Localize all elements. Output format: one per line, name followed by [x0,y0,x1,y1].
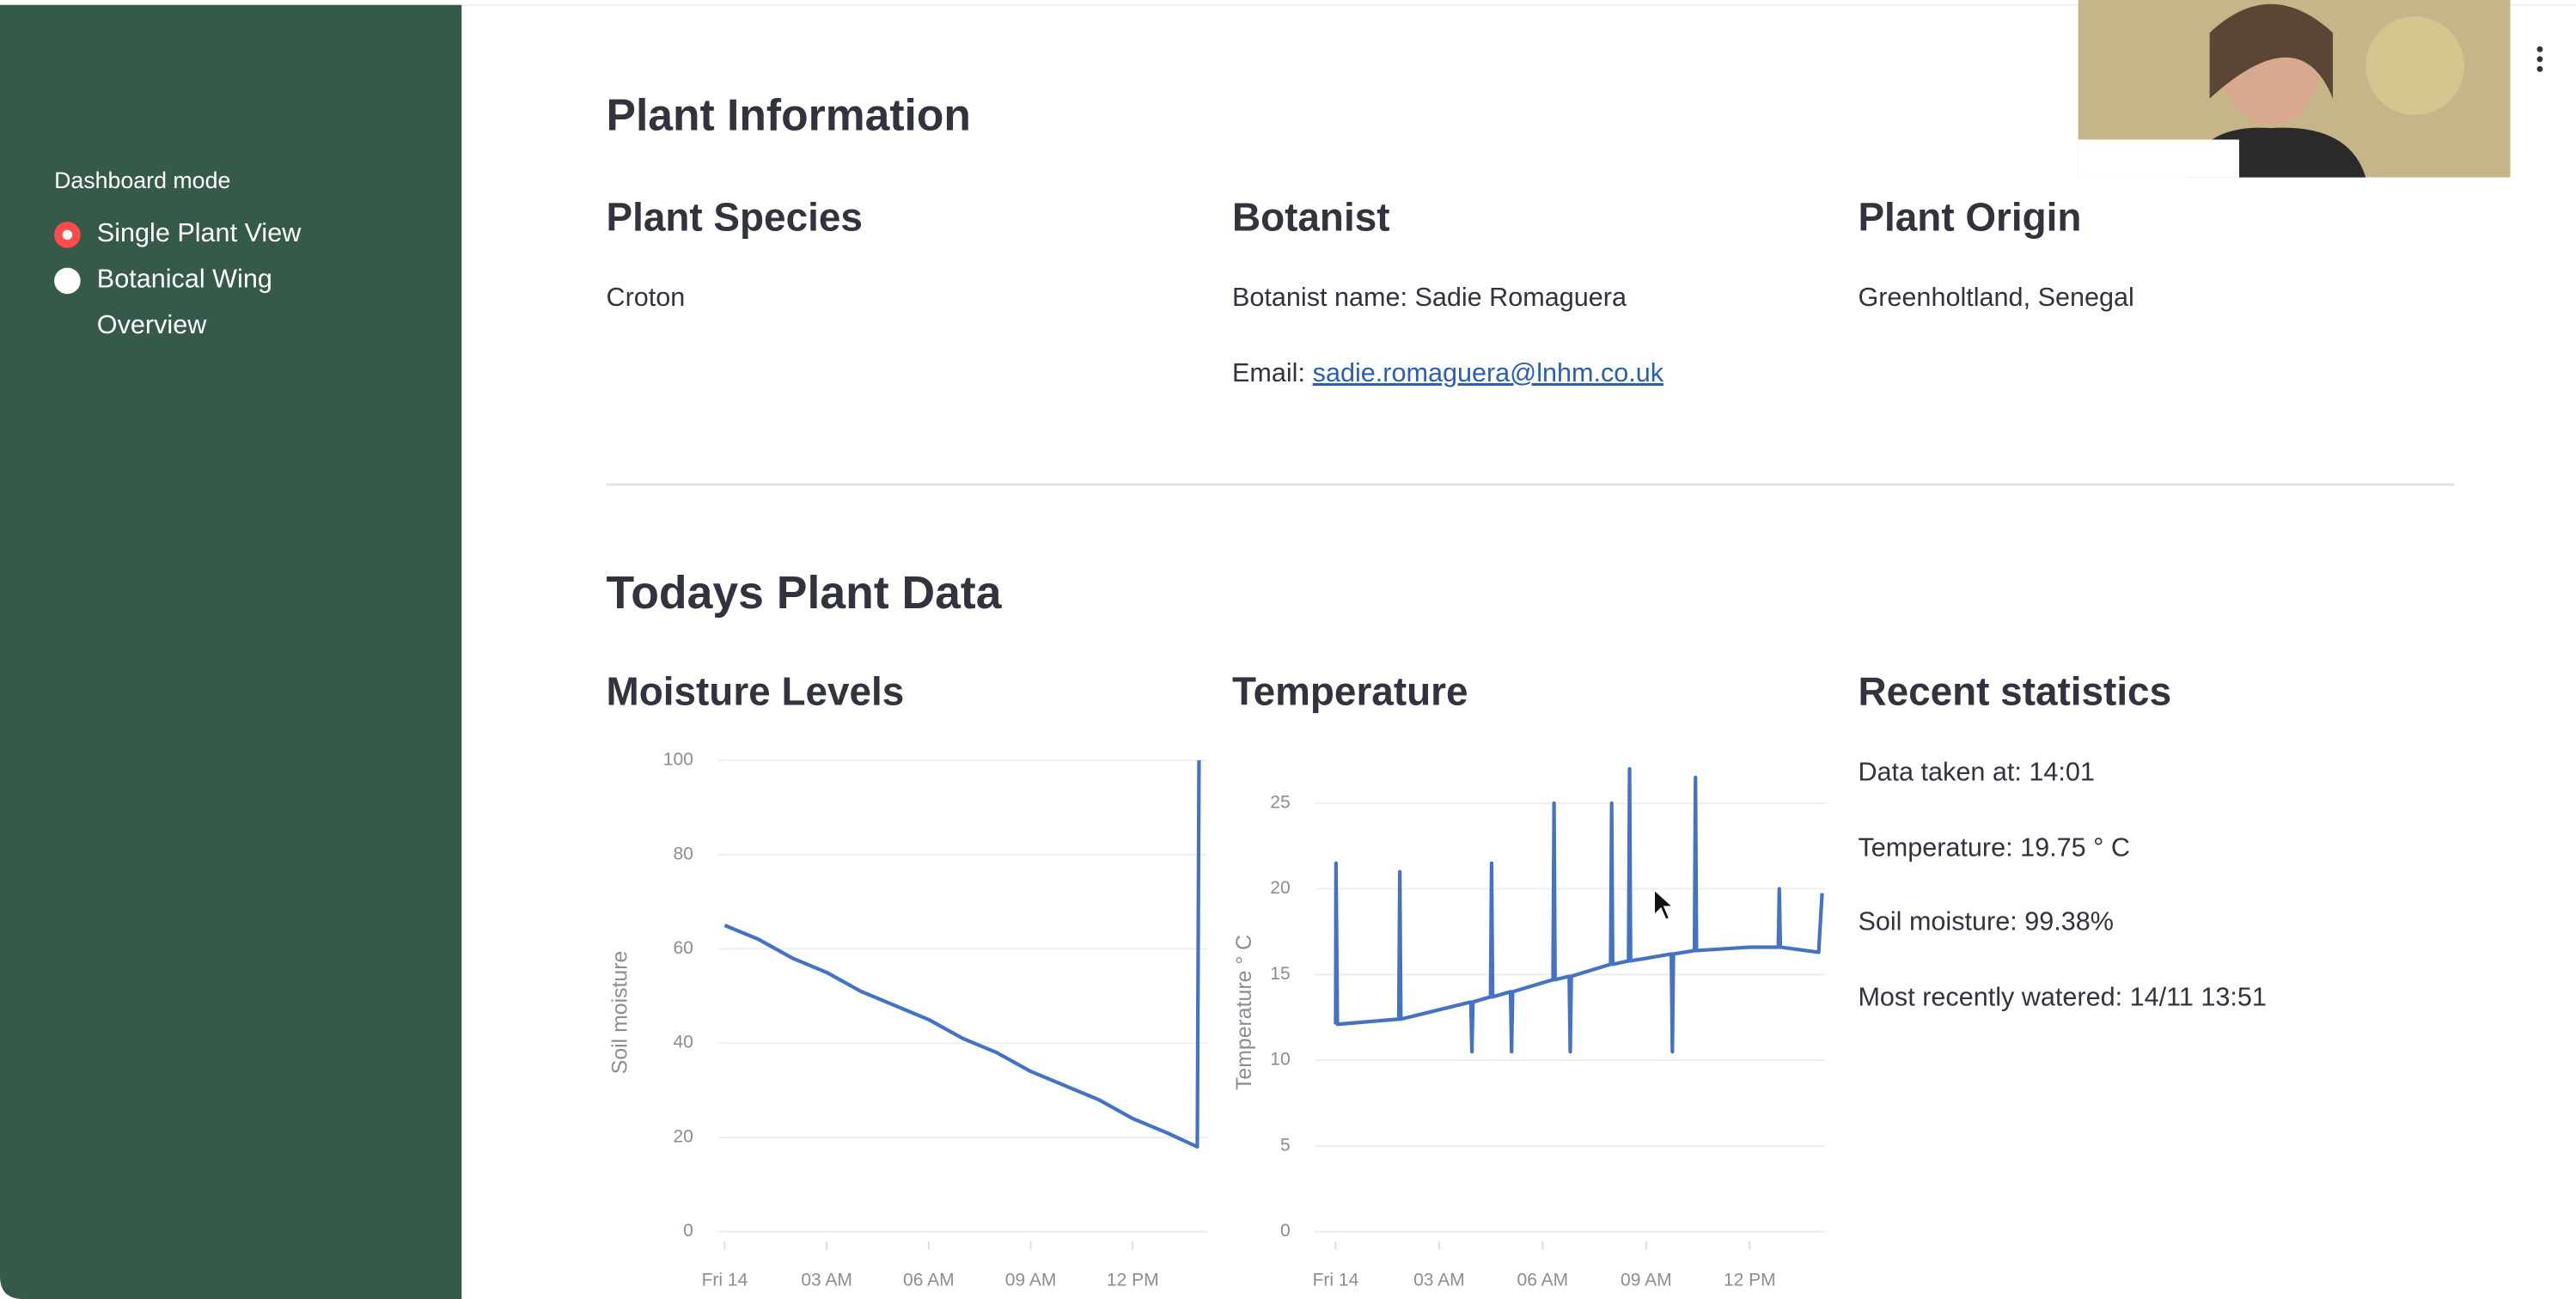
y-tick-label: 0 [683,1221,693,1241]
info-text: Greenholtland, Senegal [1858,283,2133,312]
email-label: Email: [1232,358,1305,387]
email-link[interactable]: sadie.romaguera@lnhm.co.uk [1313,358,1664,387]
y-tick-label: 100 [663,750,693,770]
stat: Temperature: 19.75 ° C [1858,832,2130,862]
y-tick-label: 20 [673,1126,693,1146]
radio[interactable] [54,267,81,295]
dot [2536,46,2543,52]
y-tick-label: 25 [1270,792,1290,812]
y-axis-label: Soil moisture [608,951,632,1075]
info-heading: Plant Origin [1858,194,2081,239]
y-tick-label: 20 [1270,878,1290,898]
y-tick-label: 10 [1270,1050,1290,1070]
hair [2209,3,2334,99]
x-tick-label: 09 AM [1005,1271,1057,1290]
y-tick-label: 40 [673,1033,693,1052]
chart-title: Moisture Levels [607,669,905,714]
y-tick-label: 80 [673,844,693,863]
y-tick-label: 60 [673,938,693,958]
cursor [1653,888,1675,921]
dot [2536,65,2543,72]
stat: Soil moisture: 99.38% [1858,906,2113,936]
info-text: Botanist name: Sadie Romaguera [1232,283,1627,312]
x-tick-label: 12 PM [1724,1271,1776,1290]
menu-button[interactable] [2536,46,2543,72]
webcam-notch [2078,139,2240,178]
y-tick-label: 0 [1280,1221,1291,1241]
info-heading: Plant Species [607,194,863,239]
webcam [2078,0,2511,178]
x-tick-label: 06 AM [1517,1271,1569,1290]
sidebar [0,4,462,1299]
stat: Most recently watered: 14/11 13:51 [1858,982,2266,1011]
info-text: Croton [607,283,686,312]
y-axis-label: Temperature ° C [1233,935,1256,1090]
info-heading: Botanist [1232,194,1390,239]
data-line [723,760,1201,1149]
chart-title: Temperature [1232,669,1468,714]
stat: Data taken at: 14:01 [1858,757,2094,786]
page-title: Plant Information [607,89,971,139]
x-tick-label: 06 AM [903,1271,955,1290]
option-single[interactable]: Single Plant View [96,220,302,248]
x-tick-label: 09 AM [1621,1271,1672,1290]
option-wing[interactable]: Botanical Wing Overview [96,265,272,340]
data-line [1334,766,1824,1054]
y-tick-label: 5 [1280,1135,1291,1155]
x-tick-label: 03 AM [801,1271,852,1290]
stats-heading: Recent statistics [1858,669,2171,714]
dot [2536,56,2543,63]
radio-dot [62,229,73,241]
section-title: Todays Plant Data [607,568,1003,619]
background-shape [2365,16,2464,115]
x-tick-label: 12 PM [1107,1271,1159,1290]
x-tick-label: 03 AM [1413,1271,1465,1290]
sidebar-label: Dashboard mode [54,168,230,193]
x-tick-label: Fri 14 [702,1271,748,1290]
y-tick-label: 15 [1270,964,1290,984]
x-tick-label: Fri 14 [1313,1271,1359,1290]
radio-options: Single Plant View Botanical Wing Overvie… [96,220,302,340]
